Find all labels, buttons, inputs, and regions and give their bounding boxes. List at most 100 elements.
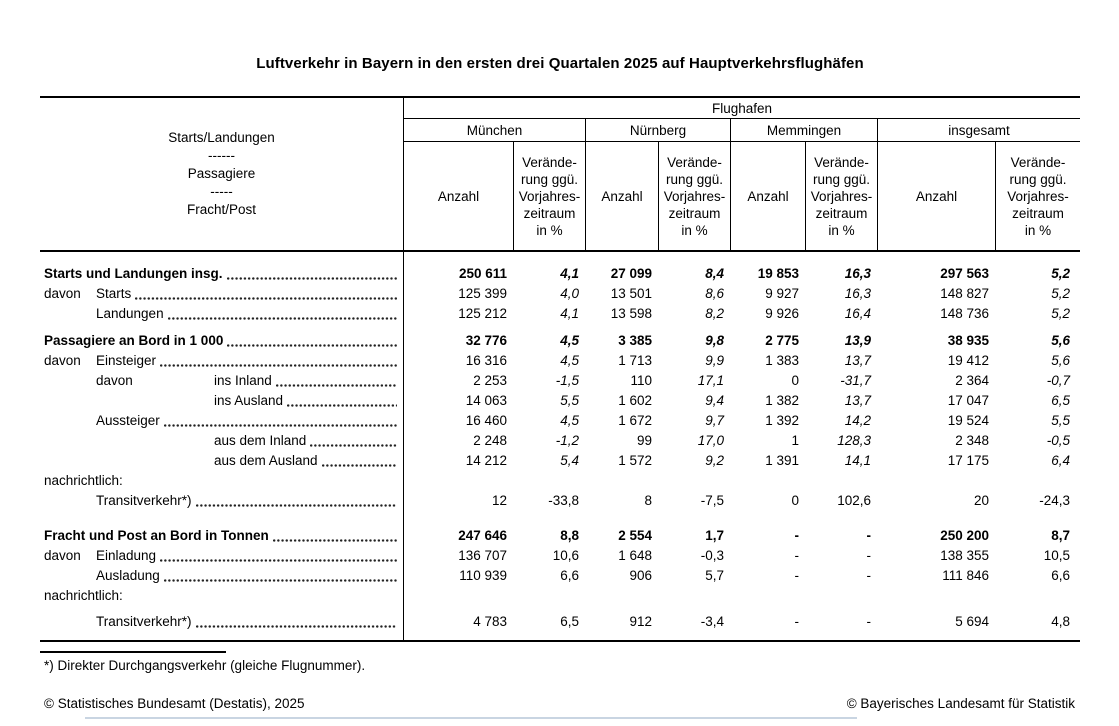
value-anzahl: 9 926 [765, 306, 799, 321]
row-label-prefix: davon [44, 286, 81, 301]
table-row: Transitverkehr*) 4 783 6,5 912 -3,4 - - 5 694 4,… [40, 612, 1080, 632]
row-label-text: Ausladung [96, 568, 160, 583]
value-change: -24,3 [1039, 493, 1070, 508]
stub-divider-line [403, 252, 404, 640]
value-change: 6,6 [1051, 568, 1070, 583]
table-header: Starts/Landungen ------ Passagiere -----… [40, 96, 1080, 252]
value-anzahl: 1 392 [765, 413, 799, 428]
row-label-prefix: davon [44, 548, 81, 563]
table-row: Transitverkehr*) 12 -33,8 8 -7,5 0 102,6 20 -24,… [40, 491, 1080, 511]
value-anzahl: 2 248 [473, 433, 507, 448]
value-change: 4,1 [560, 306, 579, 321]
value-anzahl: 16 316 [465, 353, 507, 368]
row-label-text: ins Ausland [214, 393, 284, 408]
value-anzahl: 13 598 [610, 306, 652, 321]
table-row: davon ins Inland 2 253 -1,5 110 17,1 0 -31,7 2 3… [40, 371, 1080, 391]
value-anzahl: 148 736 [940, 306, 989, 321]
value-change: 10,5 [1043, 548, 1070, 563]
row-label: aus dem Inland [40, 431, 403, 451]
row-label-prefix: davon [44, 353, 81, 368]
value-change: 13,7 [844, 393, 871, 408]
value-anzahl: 1 383 [765, 353, 799, 368]
value-anzahl: 2 253 [473, 373, 507, 388]
value-anzahl: 1 391 [765, 453, 799, 468]
row-label-text: nachrichtlich: [44, 473, 123, 488]
value-anzahl: 12 [491, 493, 507, 508]
value-change: -0,3 [700, 548, 724, 563]
airport-header-nuernberg: Nürnberg [585, 119, 730, 142]
value-change: 14,1 [844, 453, 871, 468]
value-change [995, 586, 1080, 606]
table-row: davon Starts 125 399 4,0 13 501 8,6 9 927 16,3 1… [40, 284, 1080, 304]
value-anzahl: 32 776 [465, 333, 507, 348]
value-change: 1,7 [705, 528, 724, 543]
value-anzahl: 110 939 [459, 568, 507, 583]
value-anzahl [403, 471, 513, 491]
value-anzahl: 8 [644, 493, 652, 508]
value-anzahl [403, 586, 513, 606]
value-anzahl: 110 [630, 373, 652, 388]
row-label-text: Transitverkehr*) [96, 493, 192, 508]
row-label: Passagiere an Bord in 1 000 [40, 331, 403, 351]
stub-line: Fracht/Post [186, 202, 257, 217]
row-label: davon Einladung [40, 546, 403, 566]
change-column-header: Verände- rung ggü. Vorjahres- zeitraum i… [658, 142, 730, 250]
change-column-header: Verände- rung ggü. Vorjahres- zeitraum i… [805, 142, 877, 250]
dot-leaders [227, 344, 397, 347]
value-change: 9,9 [705, 353, 724, 368]
table-row: nachrichtlich: [40, 471, 1080, 491]
copyright-destatis: © Statistisches Bundesamt (Destatis), 20… [44, 696, 305, 711]
value-anzahl [877, 586, 995, 606]
value-anzahl: 1 672 [618, 413, 652, 428]
row-label: Transitverkehr*) [40, 491, 403, 511]
value-anzahl: 14 063 [465, 393, 507, 408]
dot-leaders [160, 364, 397, 367]
dot-leaders [195, 504, 397, 507]
dot-leaders [272, 539, 397, 542]
value-anzahl: 125 212 [458, 306, 507, 321]
dot-leaders [163, 424, 397, 427]
value-anzahl: 0 [791, 493, 799, 508]
value-anzahl: 17 175 [947, 453, 989, 468]
value-change: -0,7 [1046, 373, 1070, 388]
value-anzahl: 19 412 [947, 353, 989, 368]
value-change: 128,3 [837, 433, 871, 448]
dot-leaders [195, 625, 397, 628]
value-change: 16,3 [844, 266, 871, 281]
value-change: 16,3 [844, 286, 871, 301]
page-title: Luftverkehr in Bayern in den ersten drei… [256, 55, 864, 72]
value-change: -1,5 [555, 373, 579, 388]
value-change: 4,5 [560, 333, 579, 348]
value-change: -0,5 [1046, 433, 1070, 448]
row-label: ins Ausland [40, 391, 403, 411]
dot-leaders [310, 444, 397, 447]
table-row: davon Einsteiger 16 316 4,5 1 713 9,9 1 383 13,… [40, 351, 1080, 371]
anzahl-column-header: Anzahl [877, 142, 995, 250]
value-change: 13,7 [844, 353, 871, 368]
row-label-text: Fracht und Post an Bord in Tonnen [44, 528, 269, 543]
row-label: Landungen [40, 304, 403, 324]
value-anzahl: - [794, 568, 800, 583]
value-anzahl: 1 572 [618, 453, 652, 468]
row-label-text: Passagiere an Bord in 1 000 [44, 333, 224, 348]
value-anzahl: - [794, 614, 800, 629]
table-body: Starts und Landungen insg. 250 611 4,1 27 0… [40, 252, 1080, 642]
row-label-text: Einladung [96, 548, 157, 563]
value-anzahl: 5 694 [955, 614, 989, 629]
value-change: 8,7 [1051, 528, 1070, 543]
value-anzahl: - [794, 528, 800, 543]
row-label-text: Transitverkehr*) [96, 614, 192, 629]
flughafen-group-header: Flughafen [403, 98, 1080, 119]
change-column-header: Verände- rung ggü. Vorjahres- zeitraum i… [995, 142, 1080, 250]
airport-header-muenchen: München [403, 119, 585, 142]
dot-leaders [160, 559, 397, 562]
value-change [513, 471, 585, 491]
row-label: davon Einsteiger [40, 351, 403, 371]
value-change: 17,1 [697, 373, 724, 388]
value-change: 9,8 [705, 333, 724, 348]
table-row: nachrichtlich: [40, 586, 1080, 606]
value-change: 5,2 [1051, 266, 1070, 281]
value-change: - [866, 614, 872, 629]
row-label-text: Starts und Landungen insg. [44, 266, 223, 281]
